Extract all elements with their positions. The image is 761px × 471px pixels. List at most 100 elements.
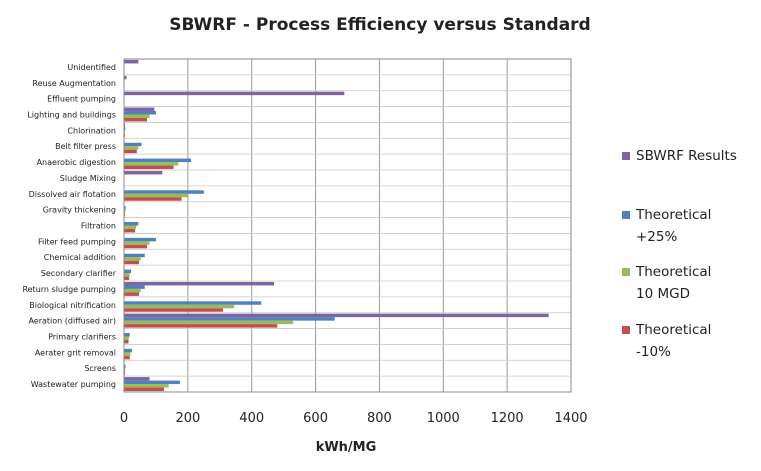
bar: [124, 387, 164, 392]
bar: [124, 149, 137, 154]
bar: [124, 320, 294, 325]
bar: [124, 146, 139, 150]
bar: [124, 273, 130, 277]
x-tick-label: 1200: [491, 411, 524, 426]
bar: [124, 324, 278, 328]
bar: [124, 162, 179, 166]
bar: [124, 228, 136, 233]
bar: [124, 336, 129, 340]
legend-label: Theoretical: [635, 207, 711, 223]
bar: [124, 364, 126, 369]
plot-area-frame: [123, 58, 572, 393]
bar: [124, 158, 192, 163]
legend-swatch: [622, 211, 630, 219]
legend-label: +25%: [636, 229, 677, 245]
bar: [124, 276, 130, 281]
bar: [124, 197, 182, 201]
legend-swatch: [622, 152, 630, 160]
bar: [124, 190, 204, 194]
bar: [124, 384, 169, 388]
bar: [124, 142, 142, 147]
category-label: Gravity thickening: [43, 206, 116, 215]
bar: [124, 257, 141, 261]
x-tick-labels: 0 200 400 600 800 1000 1200 1400: [120, 411, 588, 426]
bar: [124, 301, 262, 305]
x-tick-label: 400: [239, 411, 264, 426]
x-tick-label: 600: [303, 411, 328, 426]
bar: [124, 253, 145, 258]
category-label: Chlorination: [67, 126, 116, 135]
bar: [124, 126, 126, 131]
category-label: Reuse Augmentation: [32, 79, 116, 88]
bar: [124, 288, 141, 293]
bar: [124, 281, 275, 286]
x-tick-label: 800: [367, 411, 392, 426]
bar: [124, 377, 150, 381]
x-tick-label: 1000: [427, 411, 460, 426]
legend-label: Theoretical: [635, 322, 711, 338]
bars: [124, 59, 549, 392]
legend-label: Theoretical: [635, 264, 711, 280]
category-label: Aerater grit removal: [35, 348, 116, 357]
bar: [124, 308, 223, 312]
bar: [124, 107, 155, 112]
x-tick-label: 0: [120, 411, 128, 426]
bar: [124, 244, 147, 249]
bar: [124, 241, 150, 245]
category-label: Filter feed pumping: [38, 237, 116, 246]
legend-swatch: [622, 326, 630, 334]
category-label: Sludge Mixing: [60, 174, 116, 183]
category-label: Wastewater pumping: [31, 380, 116, 389]
bar: [124, 59, 139, 64]
bar: [124, 333, 130, 337]
category-labels: Unidentified Reuse Augmentation Effluent p…: [22, 63, 116, 389]
bar: [124, 269, 132, 274]
legend-label: 10 MGD: [636, 286, 690, 302]
bar: [124, 225, 137, 229]
x-tick-label: 200: [175, 411, 200, 426]
category-label: Chemical addition: [44, 253, 116, 262]
category-label: Lighting and buildings: [27, 111, 116, 120]
bar: [124, 285, 145, 289]
bar: [124, 91, 345, 96]
bar: [124, 260, 140, 265]
x-tick-label: 1400: [554, 411, 587, 426]
bar: [124, 339, 129, 344]
bar: [124, 114, 150, 118]
bar: [124, 368, 126, 372]
gridlines: [123, 58, 572, 393]
bar: [124, 75, 127, 80]
bar: [124, 380, 180, 385]
bar: [124, 206, 126, 210]
legend-label: -10%: [636, 344, 671, 360]
category-label: Biological nitrification: [29, 301, 116, 310]
bar: [124, 313, 549, 318]
category-label: Effluent pumping: [47, 95, 116, 104]
bar: [124, 209, 126, 214]
category-label: Filtration: [81, 222, 116, 231]
bar: [124, 170, 163, 175]
bar: [124, 348, 132, 353]
bar: [124, 237, 156, 242]
legend-swatch: [622, 268, 630, 276]
bar: [124, 165, 174, 170]
bar: [124, 222, 139, 226]
legend: SBWRF Results Theoretical +25% Theoretical 1…: [622, 148, 737, 360]
category-label: Aeration (diffused air): [28, 317, 116, 326]
category-label: Return sludge pumping: [22, 285, 116, 294]
category-label: Dissolved air flotation: [29, 190, 116, 199]
bar: [124, 355, 130, 360]
chart-title: SBWRF - Process Efficiency versus Standa…: [169, 15, 590, 35]
category-label: Anaerobic digestion: [37, 158, 116, 167]
bar: [124, 193, 188, 198]
bar: [124, 317, 335, 321]
bar: [124, 352, 131, 356]
x-axis-label: kWh/MG: [316, 440, 377, 455]
category-label: Unidentified: [67, 63, 116, 72]
category-label: Secondary clarifier: [41, 269, 117, 278]
bar: [124, 292, 140, 296]
category-label: Belt filter press: [55, 142, 116, 151]
category-label: Primary clarifiers: [48, 333, 116, 342]
bar: [124, 304, 235, 309]
